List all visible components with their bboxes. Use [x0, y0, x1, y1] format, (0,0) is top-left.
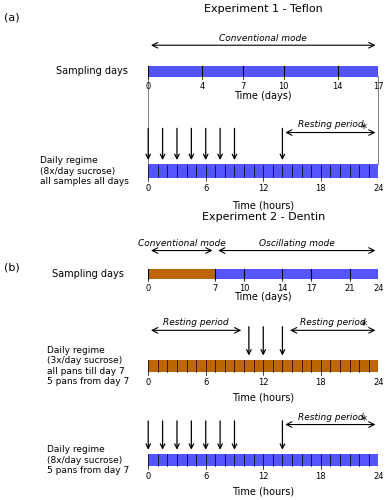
Text: 18: 18	[316, 184, 326, 194]
Text: (a): (a)	[4, 12, 20, 22]
Text: 18: 18	[316, 378, 326, 388]
Text: Time (hours): Time (hours)	[232, 200, 294, 210]
Text: Daily regime
(3x/day sucrose)
all pans till day 7
5 pans from day 7: Daily regime (3x/day sucrose) all pans t…	[47, 346, 129, 386]
Text: Resting period: Resting period	[298, 120, 363, 130]
Text: 17: 17	[373, 82, 384, 91]
Text: 0: 0	[145, 184, 151, 194]
Title: Experiment 2 - Dentin: Experiment 2 - Dentin	[202, 212, 325, 222]
Text: 24: 24	[373, 472, 383, 482]
Bar	[148, 360, 378, 372]
Text: 17: 17	[306, 284, 317, 293]
Text: Time (days): Time (days)	[234, 292, 292, 302]
Text: 7: 7	[240, 82, 246, 91]
Text: 0: 0	[145, 82, 151, 91]
Text: 6: 6	[203, 378, 208, 388]
Text: Time (hours): Time (hours)	[232, 392, 294, 402]
Bar	[215, 269, 378, 279]
Text: *: *	[361, 122, 367, 134]
Text: 0: 0	[145, 472, 151, 482]
Text: 4: 4	[200, 82, 205, 91]
Text: Time (days): Time (days)	[234, 92, 292, 102]
Text: Resting period: Resting period	[298, 412, 363, 422]
Text: 6: 6	[203, 472, 208, 482]
Text: 24: 24	[373, 184, 383, 194]
Text: 7: 7	[213, 284, 218, 293]
Text: 10: 10	[239, 284, 249, 293]
Text: (b): (b)	[4, 262, 20, 272]
Text: Daily regime
(8x/day sucrose)
all samples all days: Daily regime (8x/day sucrose) all sample…	[40, 156, 129, 186]
Text: 18: 18	[316, 472, 326, 482]
Bar	[148, 66, 378, 76]
Text: Daily regime
(8x/day sucrose)
5 pans from day 7: Daily regime (8x/day sucrose) 5 pans fro…	[47, 446, 129, 475]
Text: 14: 14	[277, 284, 288, 293]
Text: Sampling days: Sampling days	[56, 66, 128, 76]
Text: Oscillating mode: Oscillating mode	[259, 239, 335, 248]
Text: Resting period: Resting period	[300, 318, 365, 328]
Text: 10: 10	[278, 82, 289, 91]
Text: 12: 12	[258, 472, 268, 482]
Text: 6: 6	[203, 184, 208, 194]
Text: 12: 12	[258, 184, 268, 194]
Text: 24: 24	[373, 378, 383, 388]
Text: 12: 12	[258, 378, 268, 388]
Text: 0: 0	[145, 284, 151, 293]
Text: 24: 24	[373, 284, 383, 293]
Bar	[148, 269, 215, 279]
Bar	[148, 454, 378, 466]
Text: Conventional mode: Conventional mode	[219, 34, 307, 42]
Text: *: *	[361, 414, 367, 426]
Text: 21: 21	[344, 284, 355, 293]
Title: Experiment 1 - Teflon: Experiment 1 - Teflon	[204, 4, 323, 14]
Text: Resting period: Resting period	[163, 318, 229, 328]
Text: 0: 0	[145, 378, 151, 388]
Text: Conventional mode: Conventional mode	[138, 239, 226, 248]
Text: *: *	[361, 320, 367, 332]
Bar	[148, 164, 378, 178]
Text: 14: 14	[332, 82, 343, 91]
Text: Sampling days: Sampling days	[52, 269, 124, 279]
Text: Time (hours): Time (hours)	[232, 487, 294, 497]
